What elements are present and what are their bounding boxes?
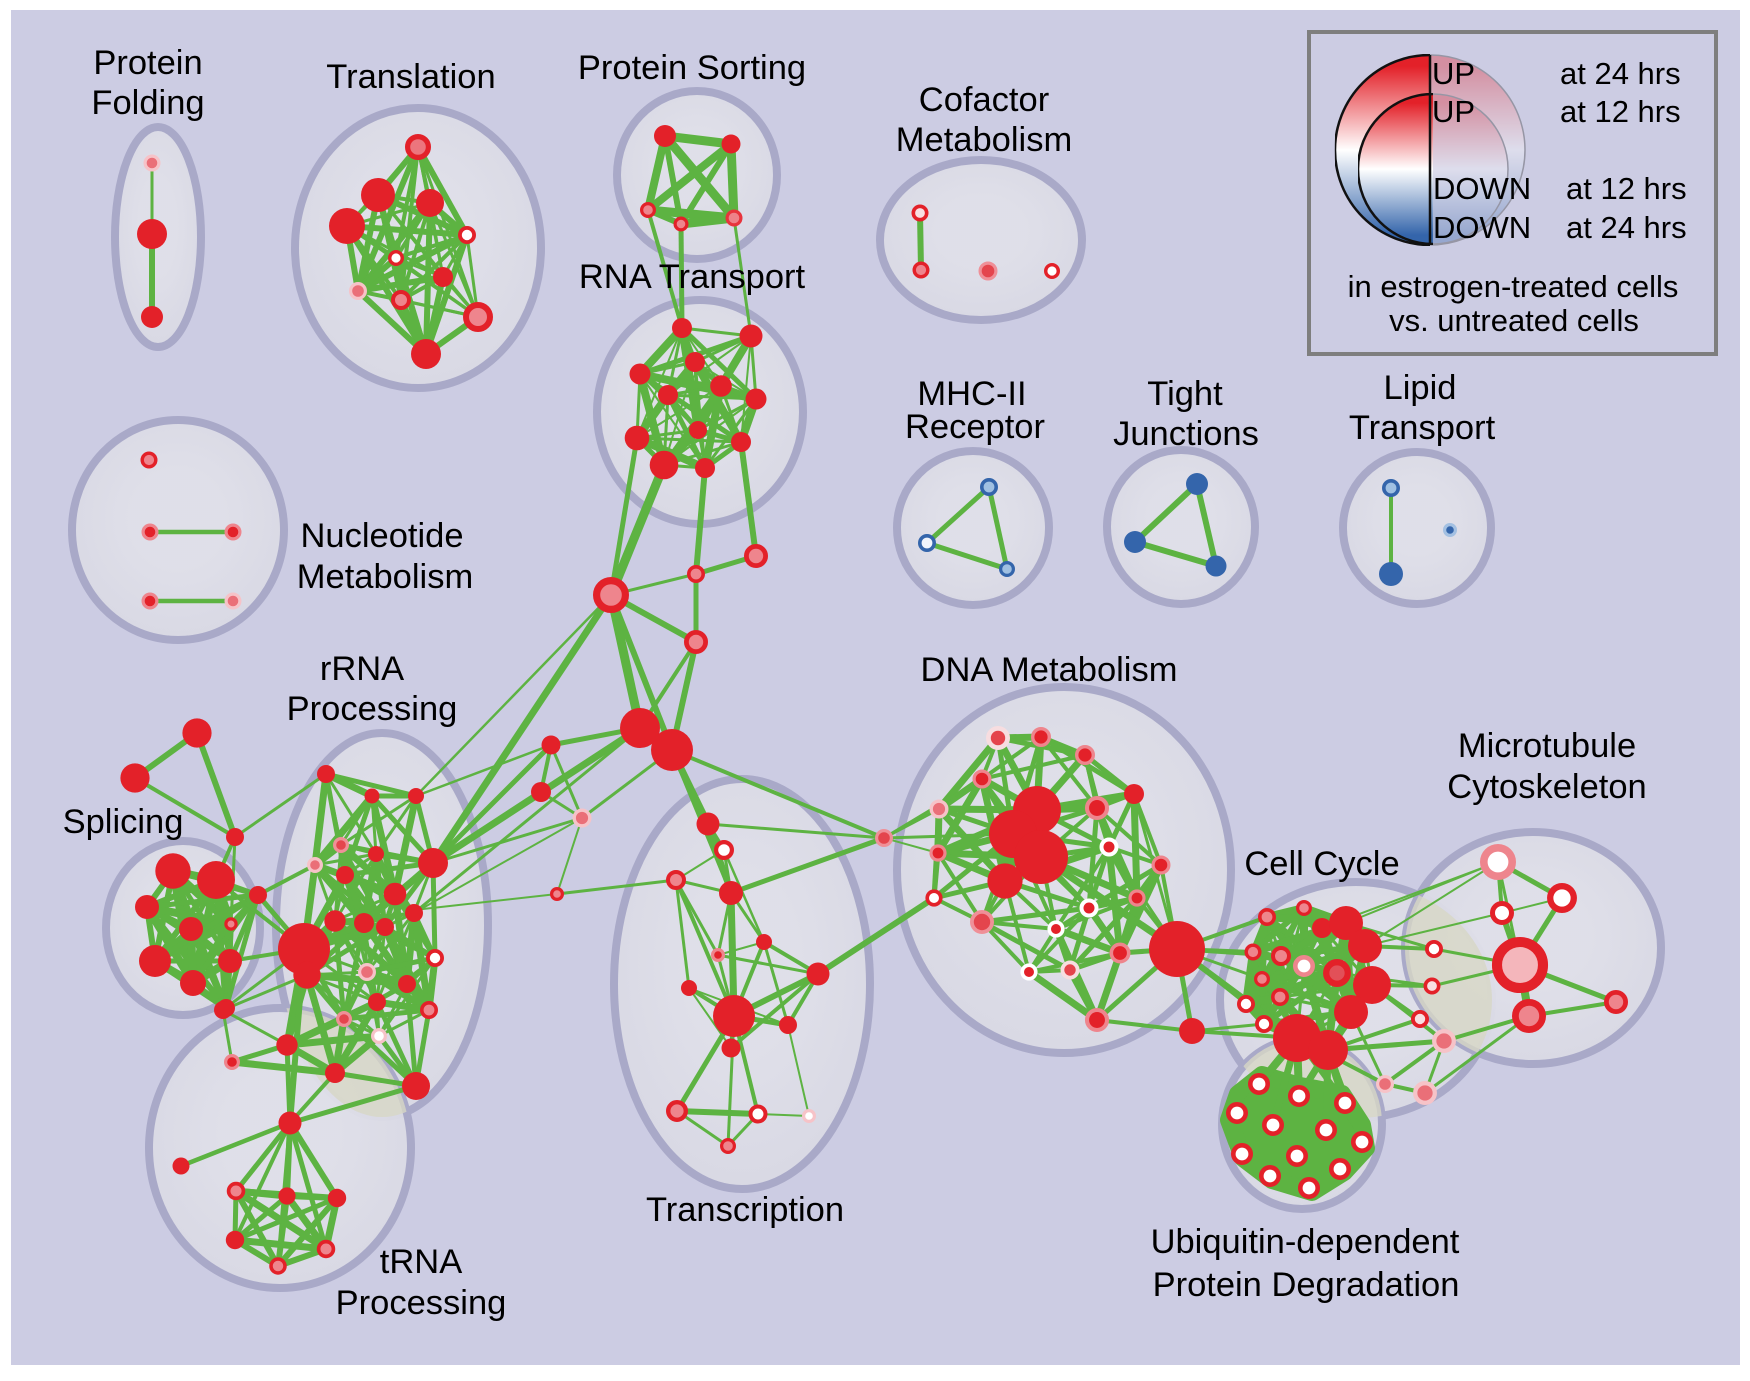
svg-text:Splicing: Splicing [63, 803, 184, 841]
svg-text:Junctions: Junctions [1113, 415, 1259, 453]
svg-text:Cofactor: Cofactor [919, 81, 1049, 119]
svg-text:Cytoskeleton: Cytoskeleton [1447, 768, 1646, 806]
svg-text:tRNA: tRNA [380, 1243, 462, 1281]
svg-text:Receptor: Receptor [905, 408, 1045, 446]
svg-text:Translation: Translation [326, 58, 495, 96]
svg-text:Nucleotide: Nucleotide [300, 517, 463, 555]
svg-text:Cell Cycle: Cell Cycle [1244, 845, 1399, 883]
svg-text:DNA Metabolism: DNA Metabolism [921, 651, 1178, 689]
svg-text:RNA Transport: RNA Transport [579, 258, 806, 296]
svg-text:at 24 hrs: at 24 hrs [1566, 210, 1687, 245]
svg-text:Folding: Folding [91, 84, 204, 122]
svg-text:rRNA: rRNA [320, 650, 404, 688]
svg-text:Protein Degradation: Protein Degradation [1153, 1266, 1460, 1304]
svg-text:in estrogen-treated cells: in estrogen-treated cells [1348, 269, 1679, 304]
svg-text:Metabolism: Metabolism [297, 558, 473, 596]
svg-text:UP: UP [1432, 56, 1475, 91]
svg-text:Tight: Tight [1147, 375, 1223, 413]
svg-text:DOWN: DOWN [1433, 210, 1531, 245]
svg-text:at 12 hrs: at 12 hrs [1560, 94, 1681, 129]
svg-text:UP: UP [1432, 94, 1475, 129]
svg-text:Microtubule: Microtubule [1458, 727, 1636, 765]
svg-text:Processing: Processing [336, 1284, 507, 1322]
svg-text:Transcription: Transcription [646, 1191, 844, 1229]
svg-text:Protein Sorting: Protein Sorting [578, 49, 806, 87]
svg-text:Processing: Processing [287, 690, 458, 728]
svg-text:vs. untreated cells: vs. untreated cells [1389, 303, 1639, 338]
svg-text:at 12 hrs: at 12 hrs [1566, 171, 1687, 206]
svg-text:Metabolism: Metabolism [896, 121, 1072, 159]
svg-text:Ubiquitin-dependent: Ubiquitin-dependent [1151, 1223, 1460, 1261]
svg-text:MHC-II: MHC-II [917, 375, 1026, 413]
svg-text:Protein: Protein [93, 44, 202, 82]
svg-text:Transport: Transport [1349, 409, 1496, 447]
svg-text:Lipid: Lipid [1384, 369, 1457, 407]
svg-text:at 24 hrs: at 24 hrs [1560, 56, 1681, 91]
svg-text:DOWN: DOWN [1433, 171, 1531, 206]
